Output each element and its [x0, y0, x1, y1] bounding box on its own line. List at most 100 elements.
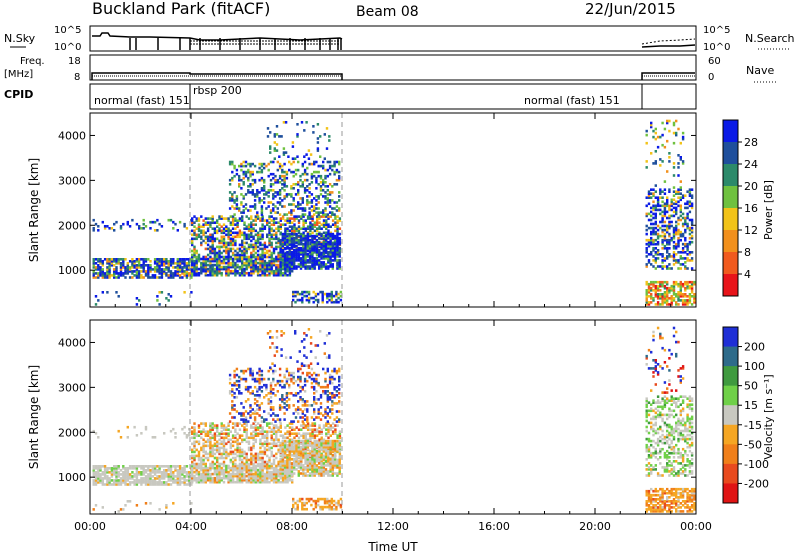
velocity-cell	[245, 462, 248, 466]
velocity-cell	[263, 450, 267, 454]
velocity-cell	[197, 470, 201, 474]
power-cell	[147, 258, 150, 261]
velocity-cell	[158, 483, 161, 486]
velocity-cell	[202, 462, 205, 466]
power-cell	[323, 157, 326, 160]
power-cell	[316, 215, 319, 218]
power-cell	[231, 259, 235, 263]
freq-tick-top: 18	[68, 56, 81, 67]
velocity-cell	[259, 456, 262, 460]
power-cell	[316, 229, 319, 233]
velocity-cell	[195, 478, 198, 482]
velocity-cell	[259, 464, 262, 468]
power-cell	[213, 247, 217, 251]
velocity-cell	[272, 369, 275, 373]
velocity-cell	[275, 474, 278, 478]
velocity-cell	[106, 467, 109, 470]
velocity-cell	[320, 428, 323, 431]
power-cell	[302, 251, 305, 254]
power-cell	[183, 225, 186, 228]
power-cell	[236, 257, 239, 261]
power-cell	[222, 257, 226, 261]
power-cell	[686, 202, 689, 206]
power-cell	[292, 170, 295, 174]
power-cell	[334, 223, 337, 226]
power-cell	[241, 259, 244, 263]
power-cell	[652, 238, 655, 242]
velocity-cell	[275, 426, 278, 429]
power-cell	[135, 303, 139, 306]
velocity-cell	[278, 379, 282, 383]
power-cell	[108, 268, 111, 271]
power-cell	[677, 238, 680, 242]
power-cell	[256, 233, 260, 237]
power-cell	[679, 186, 682, 189]
power-cell	[213, 249, 217, 253]
velocity-cell	[240, 414, 243, 417]
power-cell	[272, 247, 276, 251]
power-cell	[329, 232, 332, 236]
velocity-cell	[238, 442, 242, 446]
power-cell	[656, 265, 660, 268]
power-cell	[193, 251, 196, 255]
power-cell	[318, 217, 321, 220]
power-cell	[666, 299, 669, 302]
power-cell	[661, 230, 664, 234]
power-cell	[675, 131, 678, 135]
power-cell	[279, 251, 282, 254]
velocity-cell	[259, 452, 262, 456]
velocity-cell	[270, 434, 273, 437]
power-cell	[294, 183, 298, 186]
power-cell	[238, 176, 241, 180]
velocity-cell	[183, 469, 186, 472]
power-cell	[290, 242, 294, 246]
velocity-cell	[290, 392, 293, 395]
power-cell	[243, 263, 246, 267]
velocity-cell	[103, 469, 107, 472]
velocity-cell	[204, 468, 207, 472]
power-cell	[666, 139, 669, 143]
power-cell	[191, 273, 194, 277]
power-cell	[147, 266, 150, 269]
velocity-cell	[202, 430, 205, 433]
velocity-cell	[202, 444, 205, 448]
velocity-cell	[188, 483, 191, 486]
velocity-cell	[206, 438, 210, 442]
power-cell	[204, 217, 207, 220]
power-cell	[297, 229, 301, 233]
power-cell	[282, 153, 286, 156]
power-cell	[243, 273, 246, 277]
power-cell	[654, 253, 657, 256]
power-cell	[336, 221, 339, 224]
power-cell	[296, 298, 299, 302]
power-cell	[113, 264, 116, 267]
power-cell	[295, 215, 298, 218]
power-cell	[135, 260, 139, 263]
power-cell	[304, 219, 307, 222]
power-cell	[193, 267, 196, 271]
velocity-cell	[117, 481, 120, 484]
power-cell	[331, 267, 334, 270]
power-cell	[169, 270, 173, 273]
power-cell	[684, 299, 687, 302]
power-cell	[256, 195, 259, 198]
power-cell	[259, 219, 262, 222]
power-cell	[243, 257, 246, 261]
power-cell	[306, 217, 310, 220]
power-cell	[195, 217, 198, 220]
power-cell	[253, 203, 257, 206]
power-cell	[266, 251, 269, 255]
power-cell	[256, 193, 259, 196]
power-cell	[243, 267, 246, 271]
velocity-cell	[169, 471, 173, 474]
power-cell	[240, 211, 243, 214]
velocity-cell	[238, 436, 242, 440]
power-cell	[652, 265, 655, 268]
power-cell	[153, 262, 157, 265]
power-cell	[275, 221, 278, 224]
power-cell	[277, 241, 280, 245]
power-cell	[679, 232, 682, 236]
power-cell	[156, 264, 159, 267]
power-cell	[645, 301, 648, 304]
power-cell	[250, 223, 253, 226]
